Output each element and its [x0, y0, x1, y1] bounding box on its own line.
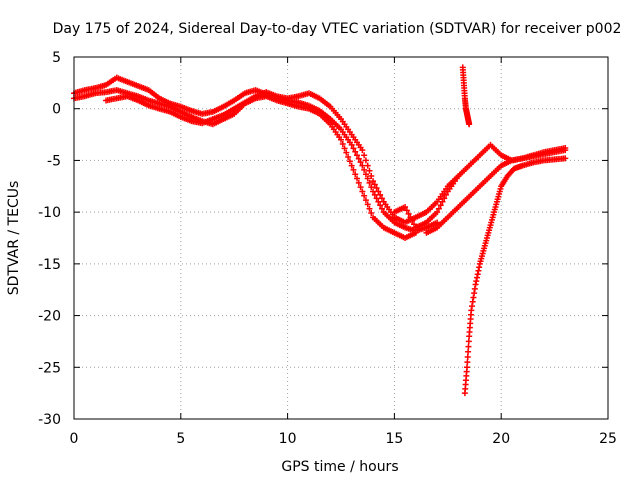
- series-track-1: [71, 74, 441, 234]
- data-point: [412, 229, 419, 236]
- x-tick-label: 15: [385, 431, 403, 447]
- data-point: [562, 155, 569, 162]
- data-point: [465, 338, 472, 345]
- data-point: [443, 191, 450, 198]
- data-point: [373, 195, 380, 202]
- data-points: [71, 64, 569, 397]
- y-axis-label: SDTVAR / TECUs: [6, 181, 22, 296]
- data-point: [437, 202, 444, 209]
- data-point: [364, 201, 371, 208]
- data-point: [562, 147, 569, 154]
- y-tick-label: -10: [38, 205, 61, 221]
- data-point: [465, 348, 472, 355]
- data-point: [371, 181, 378, 188]
- data-point: [464, 353, 471, 360]
- x-axis-label: GPS time / hours: [281, 459, 398, 475]
- data-point: [368, 184, 375, 191]
- data-point: [355, 179, 362, 186]
- data-point: [343, 149, 350, 156]
- data-point: [359, 162, 366, 169]
- data-point: [407, 214, 414, 221]
- series-track-3: [103, 89, 462, 226]
- data-point: [375, 188, 382, 195]
- data-point: [375, 198, 382, 205]
- data-point: [364, 175, 371, 182]
- data-point: [435, 205, 442, 212]
- y-tick-label: -20: [38, 309, 61, 325]
- data-point: [378, 205, 385, 212]
- data-point: [434, 209, 441, 216]
- data-point: [409, 217, 416, 224]
- axis-ticks: 0 5 10 15 20 25 -30 -25 -20 -15 -10 -5 0 5: [38, 50, 617, 447]
- data-point: [346, 158, 353, 165]
- y-tick-label: 5: [52, 50, 61, 66]
- data-point: [364, 162, 371, 169]
- chart-title: Day 175 of 2024, Sidereal Day-to-day VTE…: [53, 21, 622, 37]
- data-point: [341, 145, 348, 152]
- data-point: [357, 184, 364, 191]
- data-point: [439, 198, 446, 205]
- data-point: [464, 359, 471, 366]
- y-tick-label: 0: [52, 102, 61, 118]
- data-point: [354, 152, 361, 159]
- data-point: [354, 175, 361, 182]
- data-point: [352, 148, 359, 155]
- series-track-5: [423, 147, 569, 236]
- data-point: [362, 171, 369, 178]
- data-point: [378, 195, 385, 202]
- y-tick-label: -5: [47, 153, 61, 169]
- data-point: [366, 167, 373, 174]
- data-point: [402, 203, 409, 210]
- data-point: [405, 210, 412, 217]
- data-point: [377, 202, 384, 209]
- plot-frame: [73, 56, 609, 420]
- x-tick-label: 25: [599, 431, 617, 447]
- data-point: [368, 172, 375, 179]
- data-point: [361, 192, 368, 199]
- data-point: [350, 166, 357, 173]
- data-point: [338, 136, 344, 143]
- data-point: [410, 221, 417, 228]
- data-point: [373, 185, 380, 192]
- x-tick-label: 0: [70, 431, 79, 447]
- data-point: [361, 152, 368, 159]
- series-track-6: [461, 155, 569, 397]
- series-track-7: [459, 64, 473, 128]
- y-tick-label: -15: [38, 257, 61, 273]
- data-point: [465, 343, 472, 350]
- data-point: [370, 178, 377, 185]
- data-point: [348, 162, 355, 169]
- x-tick-label: 20: [492, 431, 510, 447]
- data-point: [466, 121, 473, 128]
- data-point: [348, 141, 355, 148]
- data-point: [370, 188, 377, 195]
- data-point: [403, 207, 410, 214]
- data-point: [368, 210, 375, 217]
- y-tick-label: -25: [38, 360, 61, 376]
- data-point: [366, 179, 373, 186]
- data-point: [345, 153, 352, 160]
- data-point: [464, 364, 471, 371]
- data-point: [352, 171, 359, 178]
- data-point: [371, 191, 378, 198]
- data-point: [362, 157, 369, 164]
- data-point: [339, 141, 346, 148]
- x-tick-label: 10: [279, 431, 297, 447]
- data-point: [355, 155, 362, 162]
- data-point: [359, 188, 366, 195]
- data-point: [362, 197, 369, 204]
- data-point: [434, 219, 441, 226]
- data-point: [377, 191, 384, 198]
- x-tick-label: 5: [176, 431, 185, 447]
- data-point: [441, 195, 448, 202]
- data-point: [350, 145, 357, 152]
- data-point: [366, 205, 373, 212]
- data-point: [361, 166, 368, 173]
- y-tick-label: -30: [38, 412, 61, 428]
- data-point: [359, 147, 366, 154]
- data-point: [357, 159, 364, 166]
